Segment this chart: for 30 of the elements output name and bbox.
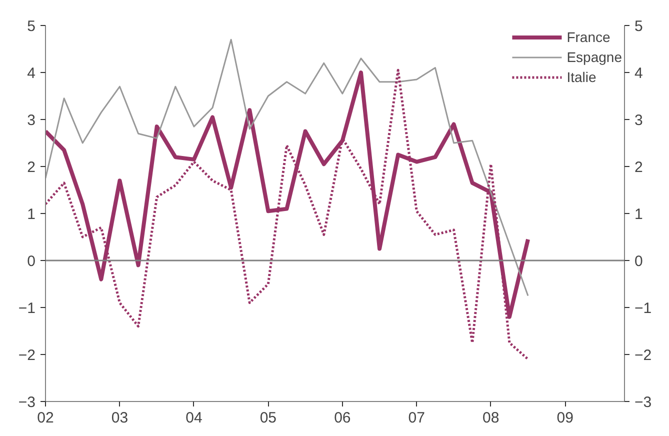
y-tick-label: 1: [27, 206, 36, 223]
y-tick-label: 3: [27, 112, 36, 129]
x-tick-label: 07: [408, 410, 425, 426]
x-tick-label: 08: [482, 410, 500, 426]
y2-tick-label: 0: [634, 253, 643, 270]
y-tick-label: 2: [27, 159, 36, 176]
y2-tick-label: 2: [634, 159, 643, 176]
legend-label: Espagne: [566, 49, 622, 65]
y2-tick-label: 1: [634, 206, 643, 223]
y2-tick-label: 4: [634, 65, 643, 82]
y2-tick-label: 5: [634, 18, 643, 35]
legend-label: Italie: [566, 69, 596, 85]
y-tick-label: −1: [18, 300, 36, 317]
x-tick-label: 09: [556, 410, 574, 426]
x-tick-label: 06: [334, 410, 351, 426]
y2-tick-label: −2: [634, 347, 652, 364]
y-tick-label: 4: [27, 65, 36, 82]
x-tick-label: 02: [37, 410, 54, 426]
y2-tick-label: 3: [634, 112, 643, 129]
y2-tick-label: −3: [634, 394, 652, 411]
line-series: [46, 38, 529, 296]
y-tick-label: −2: [18, 347, 36, 364]
legend-label: France: [566, 29, 610, 45]
y-tick-label: 5: [27, 18, 36, 35]
x-tick-label: 03: [111, 410, 128, 426]
y2-tick-label: −1: [634, 300, 652, 317]
y-tick-label: 0: [27, 253, 36, 270]
x-tick-label: 05: [260, 410, 277, 426]
y-tick-label: −3: [18, 394, 36, 411]
x-tick-label: 04: [186, 410, 202, 426]
